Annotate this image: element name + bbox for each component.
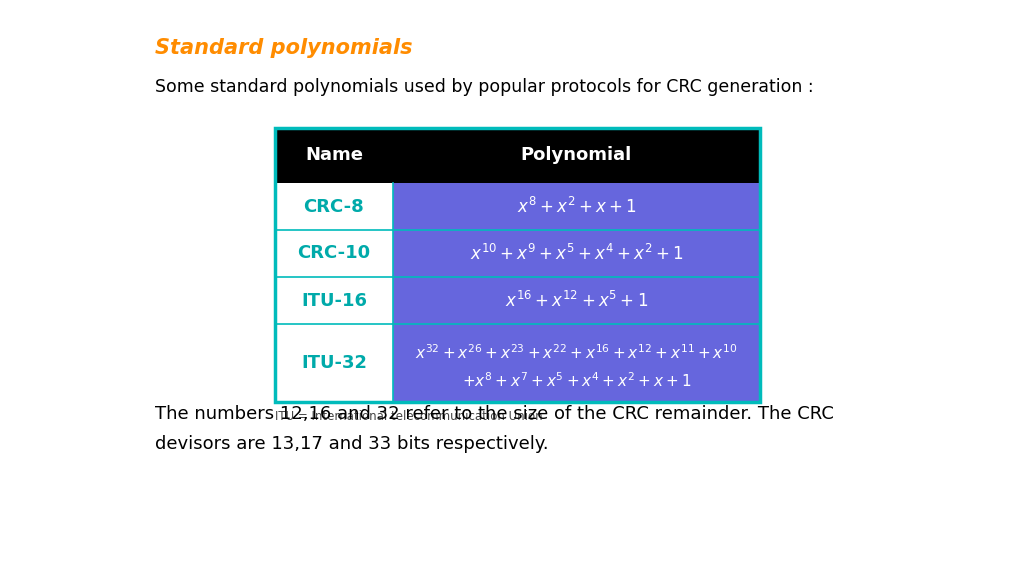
Text: Standard polynomials: Standard polynomials: [155, 38, 413, 58]
Bar: [393, 277, 760, 324]
Bar: [275, 128, 760, 402]
Bar: [393, 183, 760, 230]
Bar: [275, 324, 393, 402]
Text: $x^{32} + x^{26} + x^{23} + x^{22} + x^{16} + x^{12} + x^{11} + x^{10}$: $x^{32} + x^{26} + x^{23} + x^{22} + x^{…: [415, 344, 738, 362]
Bar: [275, 128, 760, 183]
Bar: [393, 324, 760, 402]
Text: ITU-32: ITU-32: [301, 354, 367, 372]
Bar: [393, 230, 760, 277]
Text: CRC-8: CRC-8: [304, 198, 365, 215]
Bar: [275, 183, 393, 230]
Text: $x^{8} + x^{2} + x + 1$: $x^{8} + x^{2} + x + 1$: [517, 196, 636, 217]
Text: $x^{16} + x^{12} + x^{5} + 1$: $x^{16} + x^{12} + x^{5} + 1$: [505, 290, 648, 310]
Text: Polynomial: Polynomial: [521, 146, 632, 165]
Text: $x^{10} + x^{9} + x^{5} + x^{4} + x^{2} + 1$: $x^{10} + x^{9} + x^{5} + x^{4} + x^{2} …: [470, 244, 683, 264]
Text: Name: Name: [305, 146, 362, 165]
Text: The numbers 12,16 and 32 refer to the size of the CRC remainder. The CRC: The numbers 12,16 and 32 refer to the si…: [155, 405, 834, 423]
Text: Some standard polynomials used by popular protocols for CRC generation :: Some standard polynomials used by popula…: [155, 78, 814, 96]
Text: $+ x^{8} + x^{7} + x^{5} + x^{4} + x^{2} + x + 1$: $+ x^{8} + x^{7} + x^{5} + x^{4} + x^{2}…: [462, 372, 691, 391]
Text: devisors are 13,17 and 33 bits respectively.: devisors are 13,17 and 33 bits respectiv…: [155, 435, 549, 453]
Bar: [275, 230, 393, 277]
Bar: [275, 277, 393, 324]
Text: ITU = International telecommunication Union: ITU = International telecommunication Un…: [275, 410, 543, 423]
Text: ITU-16: ITU-16: [301, 291, 367, 309]
Text: CRC-10: CRC-10: [297, 244, 371, 263]
